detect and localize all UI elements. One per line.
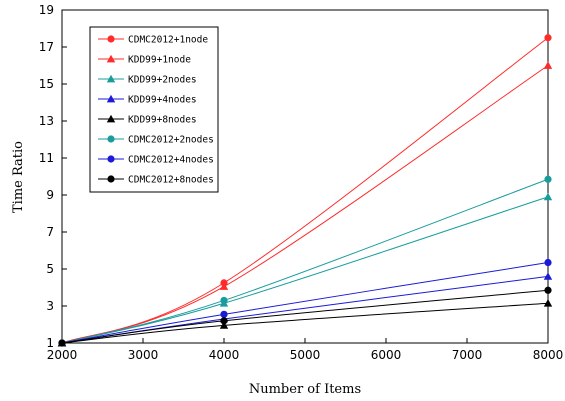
data-point [58,339,66,347]
y-tick-label: 13 [39,114,54,128]
legend-entry: KDD99+2nodes [98,75,197,86]
data-point [544,286,552,294]
series-7 [58,286,552,347]
x-tick-label: 2000 [47,348,78,362]
x-tick-label: 5000 [290,348,321,362]
y-tick-label: 19 [39,3,54,17]
x-tick-label: 3000 [128,348,159,362]
legend-swatch-marker [107,135,115,143]
legend-entry: CDMC2012+4nodes [98,155,214,166]
legend-label: CDMC2012+1node [128,35,208,46]
legend-entry: CDMC2012+2nodes [98,135,214,146]
legend-entry: CDMC2012+1node [98,35,208,46]
legend-entry: KDD99+1node [98,55,191,66]
data-point [219,321,229,329]
legend-swatch-marker [106,114,116,123]
data-point [543,299,553,307]
data-point [544,175,552,183]
x-tick-label: 8000 [533,348,564,362]
x-tick-label: 4000 [209,348,240,362]
legend-entry: KDD99+4nodes [98,95,197,106]
data-point [543,192,553,201]
legend-swatch-marker [106,94,116,103]
series-line [61,289,549,344]
x-tick-label: 7000 [452,348,483,362]
series-4 [57,299,553,347]
legend-label: KDD99+4nodes [128,95,197,106]
data-point [220,317,228,325]
legend-swatch-marker [107,175,115,183]
legend-label: CDMC2012+4nodes [128,155,214,166]
data-point [544,258,552,267]
x-axis-title: Number of Items [249,382,361,397]
data-point [543,272,553,280]
legend: CDMC2012+1node KDD99+1node KDD99+2nodes KDD… [89,26,219,193]
y-tick-label: 1 [46,336,54,350]
legend-label: CDMC2012+8nodes [128,175,214,186]
legend-label: CDMC2012+2nodes [128,135,214,146]
y-tick-label: 11 [39,151,54,165]
legend-entry: CDMC2012+8nodes [98,175,214,186]
legend-swatch-marker [107,35,115,43]
legend-swatch-marker [107,155,115,163]
legend-label: KDD99+2nodes [128,75,197,86]
legend-entry: KDD99+8nodes [98,115,197,126]
y-axis-title: Time Ratio [11,141,26,213]
data-point [544,34,552,42]
y-tick-label: 15 [39,77,54,91]
y-tick-label: 3 [46,299,54,313]
data-point [219,282,229,290]
data-point [543,61,553,69]
legend-label: KDD99+1node [128,55,191,66]
series-layer [57,34,553,347]
y-tick-label: 5 [46,262,54,276]
series-line [61,262,549,344]
y-tick-label: 9 [46,188,54,202]
legend-box [89,26,219,193]
series-line [61,302,549,344]
y-tick-label: 17 [39,40,54,54]
y-tick-label: 7 [46,225,54,239]
x-tick-label: 6000 [371,348,402,362]
legend-swatch-marker [106,74,116,83]
legend-label: KDD99+8nodes [128,115,197,126]
legend-swatch-marker [106,54,116,63]
data-point [220,296,228,305]
x-axis: 2000 3000 4000 5000 6000 7000 8000 [47,338,564,362]
data-point [220,310,228,318]
series-line [61,178,549,344]
